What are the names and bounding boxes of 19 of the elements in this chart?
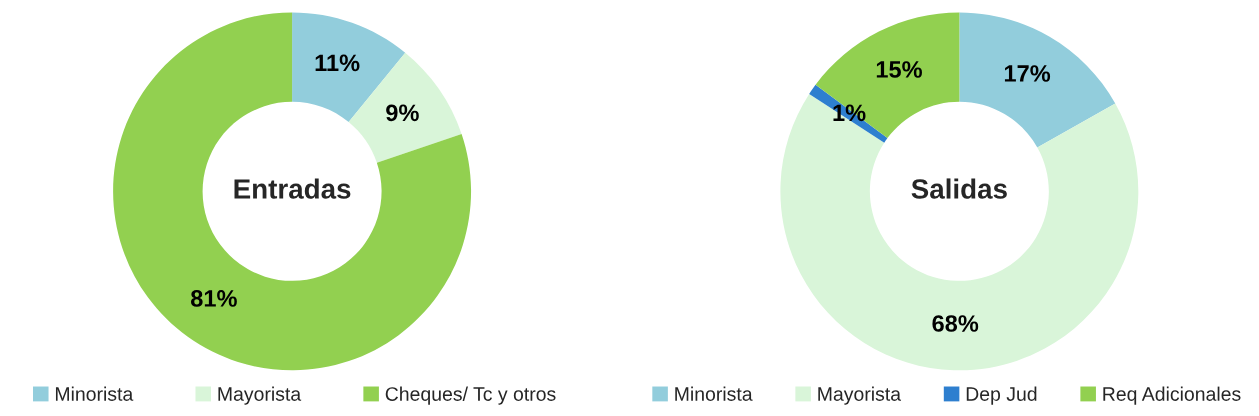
data-label: 17%: [1004, 65, 1051, 82]
data-label: 9%: [386, 104, 419, 122]
text: Entradas: [234, 178, 351, 199]
text: Salidas: [911, 178, 1007, 199]
legend-label: Dep Jud: [966, 386, 1037, 405]
legend-label: Minorista: [675, 386, 753, 401]
data-label: 68%: [932, 315, 979, 332]
legend-label: Mayorista: [818, 386, 902, 405]
legend-label: Minorista: [55, 386, 134, 401]
legend-label: Mayorista: [218, 386, 302, 405]
data-label: 15%: [876, 61, 922, 78]
data-label: 81%: [190, 290, 237, 307]
legend-label: Cheques/ Tc y otros: [385, 386, 556, 405]
donut-slice: [113, 12, 472, 371]
donut-slice: [815, 12, 960, 139]
donut-slice: [959, 12, 1116, 148]
legend-label: Req Adicionales: [1103, 386, 1241, 405]
data-label: 11%: [315, 54, 360, 72]
donut-slice: [780, 93, 1139, 371]
